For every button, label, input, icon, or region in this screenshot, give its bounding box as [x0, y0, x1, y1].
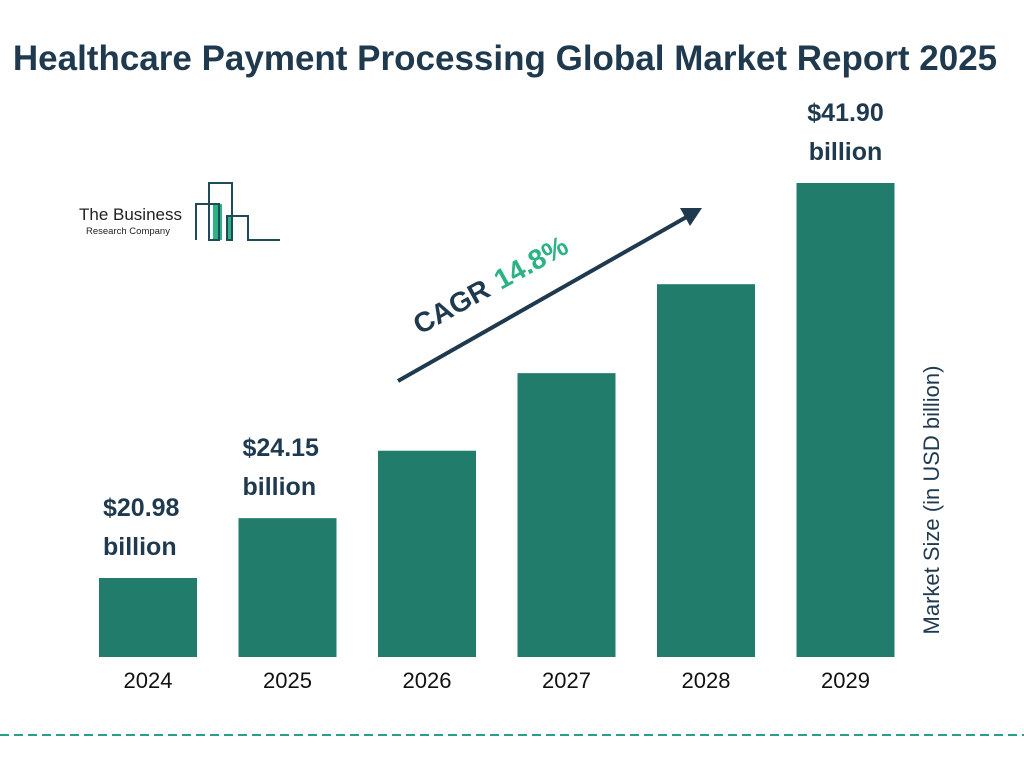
y-axis-label: Market Size (in USD billion)	[919, 365, 944, 635]
bar-2024	[99, 578, 197, 657]
cagr-label: CAGR14.8%	[408, 230, 573, 340]
cagr-arrow-line	[397, 213, 691, 383]
cagr-arrow-head	[680, 208, 702, 226]
cagr-prefix: CAGR	[408, 273, 495, 340]
x-tick-label: 2026	[403, 668, 452, 693]
chart-title: Healthcare Payment Processing Global Mar…	[12, 39, 998, 78]
x-tick-label: 2024	[124, 668, 173, 693]
bar-2027	[517, 373, 616, 657]
x-tick-label: 2029	[821, 668, 870, 693]
cagr-arrow	[397, 208, 702, 383]
x-tick-label: 2028	[682, 668, 731, 693]
logo-text-line2: Research Company	[86, 226, 170, 237]
cagr-value: 14.8%	[489, 230, 574, 296]
logo-icon	[195, 182, 280, 241]
data-label: billion	[243, 473, 317, 501]
bar-2028	[657, 284, 755, 657]
bars-group: 2024 2025 2026 2027 2028 2029 $20.98 billion $24…	[99, 99, 895, 693]
data-label: $24.15	[243, 434, 320, 462]
bar-2026	[378, 450, 476, 657]
logo-text-line1: The Business	[79, 205, 182, 224]
data-label: billion	[103, 533, 177, 561]
bar-2025	[238, 518, 337, 657]
data-label: billion	[809, 138, 883, 166]
x-tick-label: 2027	[542, 668, 591, 693]
x-tick-label: 2025	[263, 668, 312, 693]
data-label: $20.98	[103, 494, 180, 522]
bar-2029	[796, 183, 895, 657]
data-label: $41.90	[807, 99, 883, 127]
